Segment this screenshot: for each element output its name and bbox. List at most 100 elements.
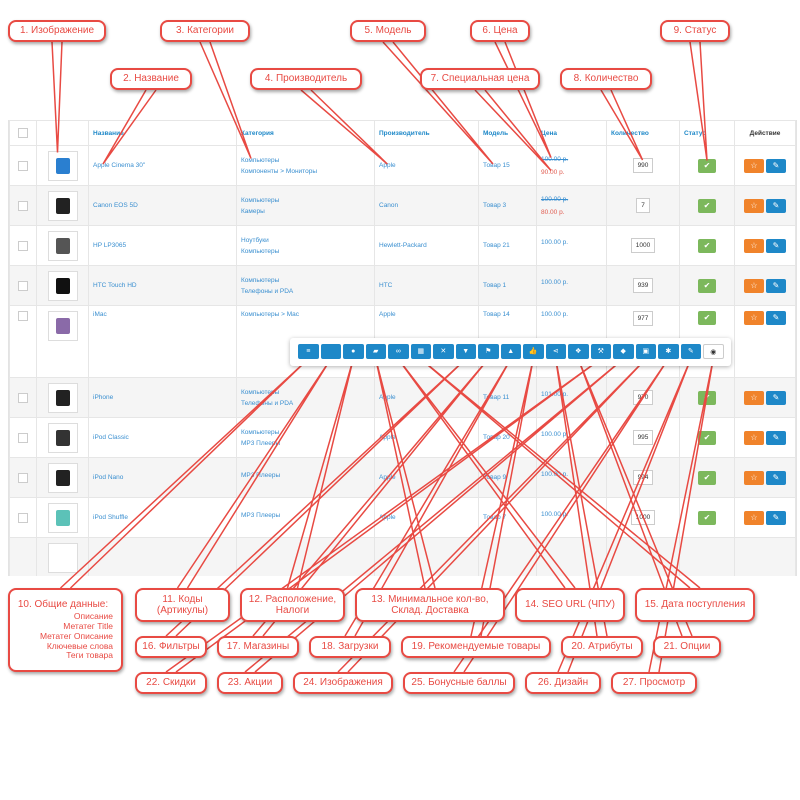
price[interactable]: 100.00 р. [541, 155, 569, 163]
status-toggle[interactable]: ✔ [698, 390, 716, 405]
header-name[interactable]: Название [88, 120, 237, 146]
row-checkbox[interactable] [9, 417, 37, 458]
header-model[interactable]: Модель [478, 120, 537, 146]
quantity-field[interactable]: 994 [632, 470, 654, 485]
upload-tab-button[interactable]: ▲ [500, 344, 521, 359]
quantity-field[interactable]: 1000 [630, 238, 656, 253]
model[interactable]: Товар 3 [483, 202, 507, 209]
category-1[interactable]: Компьютеры > Mac [241, 311, 300, 318]
category-1[interactable]: Компьютеры [241, 156, 280, 164]
row-checkbox[interactable] [9, 305, 37, 378]
row-checkbox[interactable] [9, 497, 37, 538]
list-tab-button[interactable]: ≡ [298, 344, 319, 359]
quick-edit-button[interactable]: ☆ [744, 430, 764, 445]
quick-edit-button[interactable]: ☆ [744, 278, 764, 293]
manufacturer[interactable]: Apple [379, 311, 396, 318]
price[interactable]: 100.00 р. [541, 195, 569, 203]
category-1[interactable]: Компьютеры [241, 276, 280, 284]
quick-edit-button[interactable]: ☆ [744, 238, 764, 253]
category-2[interactable]: Камеры [241, 207, 265, 215]
status-toggle[interactable]: ✔ [698, 470, 716, 485]
price[interactable]: 100.00 р. [541, 311, 569, 318]
model[interactable]: Товар 21 [483, 242, 510, 249]
special-price[interactable]: 90.00 р. [541, 168, 565, 176]
manufacturer[interactable]: HTC [379, 282, 393, 289]
category-2[interactable]: Компоненты > Мониторы [241, 167, 317, 175]
model[interactable]: Товар 9 [483, 474, 507, 481]
quick-edit-button[interactable]: ☆ [744, 470, 764, 485]
model[interactable]: Товар 11 [483, 394, 510, 401]
manufacturer[interactable]: Canon [379, 202, 399, 209]
price[interactable]: 100.00 р. [541, 471, 569, 478]
puzzle-tab-button[interactable]: ✱ [658, 344, 679, 359]
edit-button[interactable]: ✎ [766, 430, 786, 445]
quantity-field[interactable]: 939 [632, 278, 654, 293]
row-checkbox[interactable] [9, 377, 37, 418]
product-name[interactable]: iPod Shuffle [93, 514, 128, 521]
edit-button[interactable]: ✎ [766, 510, 786, 525]
edit-button[interactable]: ✎ [766, 158, 786, 173]
header-select[interactable] [9, 120, 37, 146]
edit-button[interactable]: ✎ [766, 278, 786, 293]
globe-tab-button[interactable]: ● [343, 344, 364, 359]
product-name[interactable]: Canon EOS 5D [93, 202, 138, 209]
row-checkbox[interactable] [9, 145, 37, 186]
quantity-field[interactable]: 1000 [630, 510, 656, 525]
header-price[interactable]: Цена [536, 120, 607, 146]
header-category[interactable]: Категория [236, 120, 375, 146]
category-1[interactable]: MP3 Плееры [241, 472, 281, 479]
product-name[interactable]: iMac [93, 311, 107, 318]
status-toggle[interactable]: ✔ [698, 311, 716, 325]
code-tab-button[interactable] [320, 344, 341, 359]
arrows-tab-button[interactable]: ✕ [433, 344, 454, 359]
quantity-field[interactable]: 995 [632, 430, 654, 445]
tag-tab-button[interactable]: ◆ [613, 344, 634, 359]
product-name[interactable]: HP LP3065 [93, 242, 127, 249]
flag-tab-button[interactable]: ⚑ [478, 344, 499, 359]
price[interactable]: 100.00 р. [541, 431, 569, 438]
product-name[interactable]: iPod Classic [93, 434, 129, 441]
category-1[interactable]: Ноутбуки [241, 236, 269, 244]
header-quantity[interactable]: Количество [606, 120, 680, 146]
special-price[interactable]: 80.00 р. [541, 208, 565, 216]
category-2[interactable]: MP3 Плееры [241, 439, 281, 447]
header-status[interactable]: Статус [679, 120, 735, 146]
manufacturer[interactable]: Apple [379, 514, 396, 521]
status-toggle[interactable]: ✔ [698, 430, 716, 445]
row-checkbox[interactable] [9, 265, 37, 306]
quick-edit-button[interactable]: ☆ [744, 311, 764, 325]
edit-button[interactable]: ✎ [766, 390, 786, 405]
status-toggle[interactable]: ✔ [698, 238, 716, 253]
row-checkbox[interactable] [9, 457, 37, 498]
cubes-tab-button[interactable]: ❖ [568, 344, 589, 359]
model[interactable]: Товар 1 [483, 282, 507, 289]
category-1[interactable]: MP3 Плееры [241, 512, 281, 519]
eye-tab-button[interactable]: ◉ [703, 344, 724, 359]
product-name[interactable]: iPhone [93, 394, 114, 401]
edit-button[interactable]: ✎ [766, 238, 786, 253]
status-toggle[interactable]: ✔ [698, 198, 716, 213]
model[interactable]: Товар 14 [483, 311, 510, 318]
category-2[interactable]: Телефоны и PDA [241, 287, 294, 295]
quantity-field[interactable]: 970 [632, 390, 654, 405]
product-name[interactable]: Apple Cinema 30" [93, 162, 146, 169]
header-manufacturer[interactable]: Производитель [374, 120, 479, 146]
category-2[interactable]: Компьютеры [241, 247, 280, 255]
price[interactable]: 100.00 р. [541, 511, 569, 518]
quick-edit-button[interactable]: ☆ [744, 510, 764, 525]
row-checkbox[interactable] [9, 185, 37, 226]
manufacturer[interactable]: Apple [379, 434, 396, 441]
calendar-tab-button[interactable]: ▦ [410, 344, 431, 359]
row-checkbox[interactable] [9, 225, 37, 266]
model[interactable]: Товар 15 [483, 162, 510, 169]
product-name[interactable]: iPod Nano [93, 474, 124, 481]
status-toggle[interactable]: ✔ [698, 158, 716, 173]
category-1[interactable]: Компьютеры [241, 428, 280, 436]
quick-edit-button[interactable]: ☆ [744, 198, 764, 213]
product-name[interactable]: HTC Touch HD [93, 282, 137, 289]
quantity-field[interactable]: 977 [632, 311, 654, 326]
quantity-field[interactable]: 990 [632, 158, 654, 173]
manufacturer[interactable]: Apple [379, 394, 396, 401]
status-toggle[interactable]: ✔ [698, 278, 716, 293]
manufacturer[interactable]: Apple [379, 474, 396, 481]
